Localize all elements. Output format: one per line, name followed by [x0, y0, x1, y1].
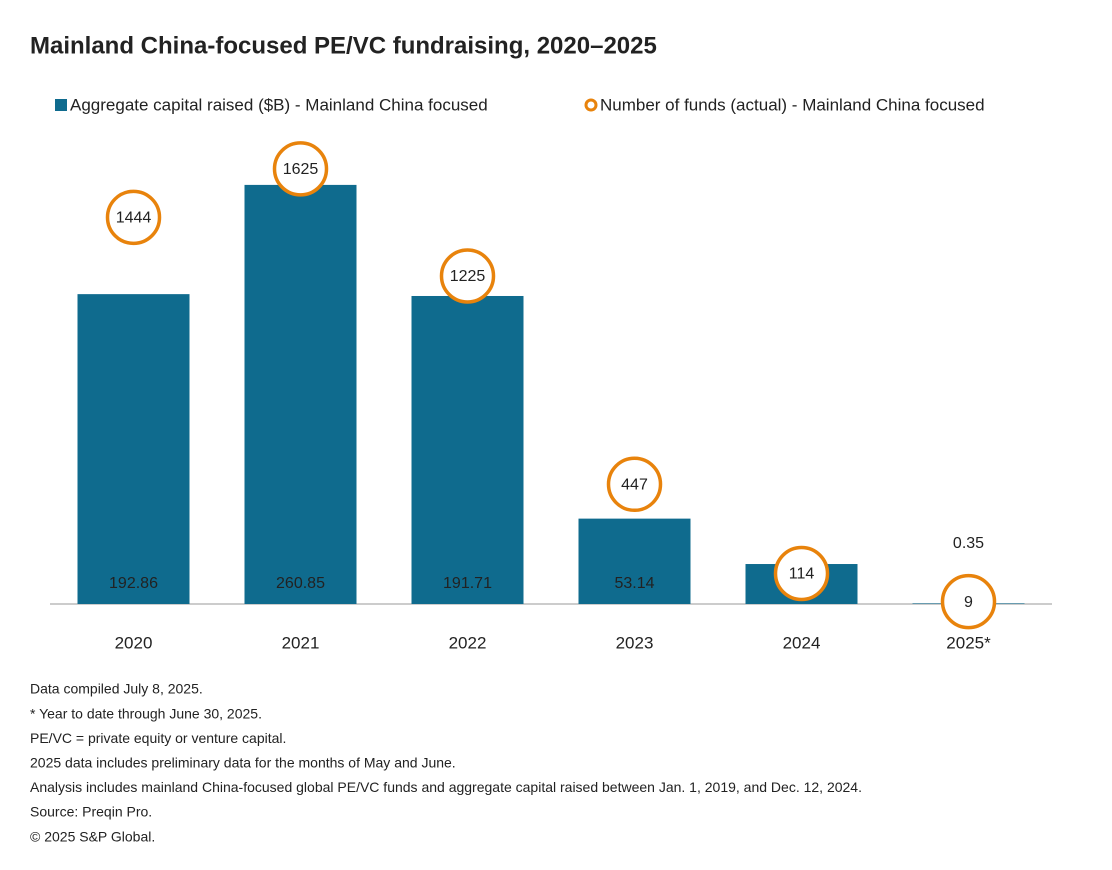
- legend-swatch: [55, 99, 67, 111]
- x-tick-label: 2021: [282, 633, 320, 652]
- legend-label: Number of funds (actual) - Mainland Chin…: [600, 95, 985, 114]
- data-label: 260.85: [276, 575, 325, 592]
- footnote: Data compiled July 8, 2025.: [30, 681, 203, 697]
- marker: [773, 545, 830, 602]
- bar: [578, 518, 691, 604]
- legend-label: Aggregate capital raised ($B) - Mainland…: [70, 95, 488, 114]
- footnote: Source: Preqin Pro.: [30, 804, 152, 820]
- marker: [272, 141, 329, 197]
- x-tick-label: 2020: [115, 633, 153, 652]
- marker: [606, 456, 663, 513]
- footnote: 2025 data includes preliminary data for …: [30, 755, 456, 771]
- footnote: Analysis includes mainland China-focused…: [30, 779, 862, 795]
- footnote: PE/VC = private equity or venture capita…: [30, 730, 286, 746]
- data-label: 1625: [283, 161, 319, 178]
- data-label: 192.86: [109, 575, 158, 592]
- footnote: * Year to date through June 30, 2025.: [30, 705, 262, 721]
- x-tick-label: 2024: [783, 633, 821, 652]
- chart-title: Mainland China-focused PE/VC fundraising…: [30, 32, 657, 59]
- x-tick-label: 2025*: [946, 633, 991, 652]
- marker: [439, 248, 496, 304]
- data-label: 1225: [450, 268, 486, 285]
- legend-swatch: [584, 98, 598, 112]
- bar: [77, 294, 190, 604]
- footnote: © 2025 S&P Global.: [30, 828, 155, 844]
- bar: [244, 184, 357, 604]
- data-label: 191.71: [443, 575, 492, 592]
- marker: [940, 573, 997, 630]
- data-label: 0.35: [953, 535, 984, 552]
- x-tick-label: 2023: [616, 633, 654, 652]
- data-label: 1444: [116, 210, 152, 227]
- marker: [105, 189, 162, 246]
- data-label: 53.14: [614, 575, 654, 592]
- data-label: 447: [621, 477, 648, 494]
- data-label: 9: [964, 594, 973, 611]
- bar: [411, 295, 524, 604]
- x-tick-label: 2022: [449, 633, 487, 652]
- data-label: 114: [789, 566, 815, 583]
